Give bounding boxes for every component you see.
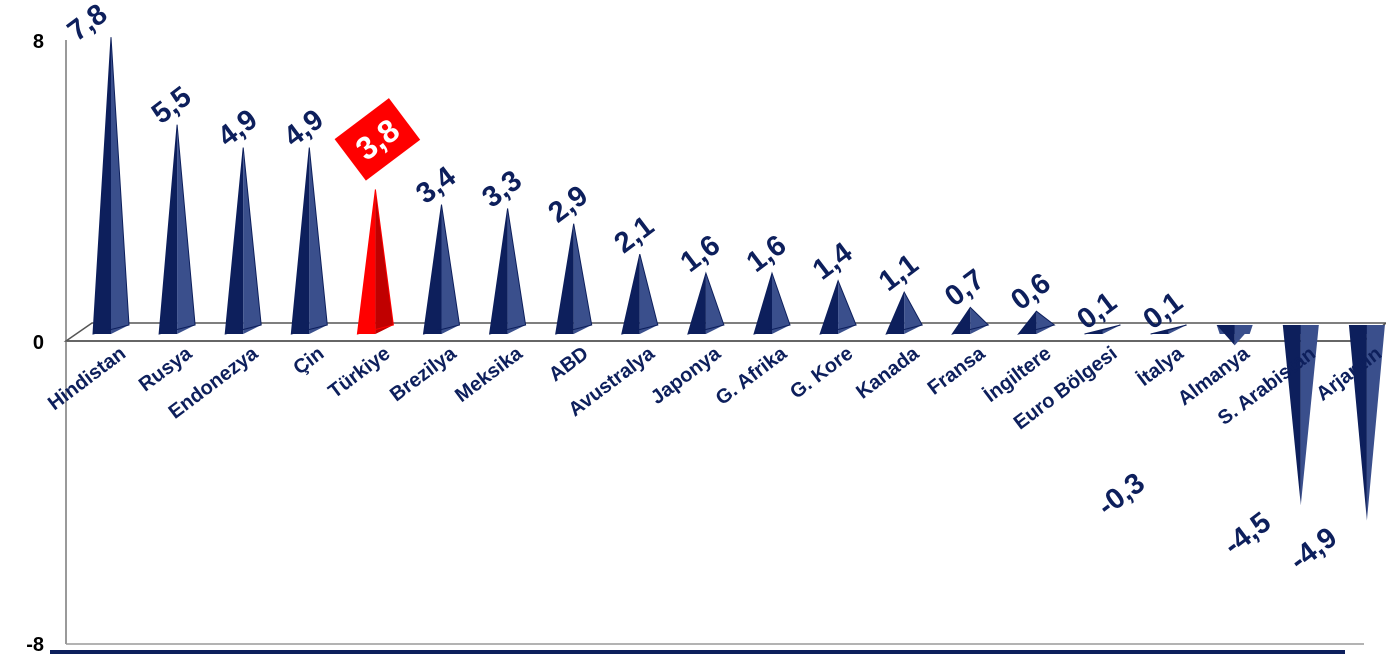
value-label: 2,1 <box>609 210 660 260</box>
badge-background <box>334 98 421 181</box>
bar-edge <box>885 291 923 335</box>
bar-side <box>772 273 790 334</box>
bar-avustralya <box>621 253 659 335</box>
bar-ingiltere <box>1017 310 1056 335</box>
bar-rusya <box>158 124 196 335</box>
bar-edge <box>422 204 461 335</box>
value-label: -0,3 <box>1092 467 1151 523</box>
bar-edge <box>290 147 328 335</box>
value-label: 5,5 <box>146 81 197 131</box>
value-label: 3,3 <box>476 164 527 214</box>
value-label: 1,1 <box>873 248 924 298</box>
category-label: Japonya <box>647 342 726 409</box>
bar-hindistan <box>92 37 130 335</box>
value-label: 0,1 <box>1137 286 1188 336</box>
bar-side <box>904 292 923 334</box>
bar-s-arabistan <box>1282 325 1319 506</box>
bar-almanya <box>1216 325 1253 346</box>
bar-edge <box>819 279 857 335</box>
value-label: 0,6 <box>1005 267 1056 317</box>
y-tick-label: 8 <box>33 31 44 53</box>
bar-side <box>1234 325 1253 346</box>
category-label: Meksika <box>451 342 527 407</box>
bar-face <box>1348 325 1367 521</box>
category-label: G. Afrika <box>712 342 792 410</box>
bar-side <box>970 307 989 334</box>
bar-edge <box>1084 324 1121 335</box>
category-label: Çin <box>289 342 328 379</box>
bar-endonezya <box>224 147 262 335</box>
bar-meksika <box>488 208 527 335</box>
bar-brezilya <box>422 204 461 335</box>
bar-edge <box>1017 310 1056 335</box>
bar-g-kore <box>819 279 857 335</box>
value-label: 1,6 <box>741 229 792 279</box>
bar-edge <box>158 124 196 335</box>
bar-face <box>1282 325 1301 506</box>
value-label: 1,6 <box>675 229 726 279</box>
category-label: Kanada <box>852 342 924 404</box>
bar-side <box>838 280 857 334</box>
value-label: 0,7 <box>939 263 990 313</box>
bar-side <box>1300 325 1319 506</box>
bar-edge <box>951 306 990 335</box>
bar-side <box>705 273 724 334</box>
bar-japonya <box>687 271 725 335</box>
value-label: 7,8 <box>62 0 113 48</box>
bar-edge <box>555 223 593 335</box>
category-label: Hindistan <box>44 342 130 414</box>
y-tick-label: -8 <box>26 634 44 654</box>
category-label: G. Kore <box>786 342 857 403</box>
bar-edge <box>1150 324 1187 335</box>
bar-side <box>1168 325 1187 334</box>
floor-plane <box>63 322 1386 342</box>
value-label: 4,9 <box>278 103 329 153</box>
bar-turkiye <box>356 189 394 335</box>
bar-side <box>639 254 658 334</box>
bar-cin <box>290 147 328 335</box>
bar-edge <box>356 189 394 335</box>
bar-side <box>1102 325 1121 334</box>
bar-edge <box>92 37 130 335</box>
bar-edge <box>488 208 527 335</box>
bar-kanada <box>885 291 923 335</box>
category-label: Brezilya <box>386 342 461 406</box>
bar-arjantin <box>1348 325 1385 521</box>
highlight-value-badge: 3,8 <box>334 98 421 181</box>
bar-italya <box>1150 324 1187 335</box>
bar-g-afrika <box>753 271 791 335</box>
value-label: 0,1 <box>1071 286 1122 336</box>
bars-group <box>92 37 1385 521</box>
bar-edge <box>687 271 725 335</box>
value-label: 3,4 <box>410 161 461 211</box>
y-tick-label: 0 <box>33 332 44 354</box>
value-label: 4,9 <box>212 103 263 153</box>
category-label: İtalya <box>1133 341 1188 391</box>
value-label: 2,9 <box>543 180 594 230</box>
category-label: Türkiye <box>324 342 394 402</box>
bar-fransa <box>951 306 990 335</box>
value-label: 1,4 <box>807 237 858 287</box>
bar-edge <box>621 253 659 335</box>
category-label: ABD <box>545 342 593 386</box>
value-label: -4,9 <box>1284 521 1343 577</box>
bar-abd <box>555 223 593 335</box>
bar-edge <box>753 271 791 335</box>
bar-euro-bolgesi <box>1084 324 1121 335</box>
value-label: -4,5 <box>1218 506 1277 562</box>
bar-side <box>1366 325 1385 521</box>
bar-face <box>1216 325 1235 346</box>
bar-edge <box>224 147 262 335</box>
